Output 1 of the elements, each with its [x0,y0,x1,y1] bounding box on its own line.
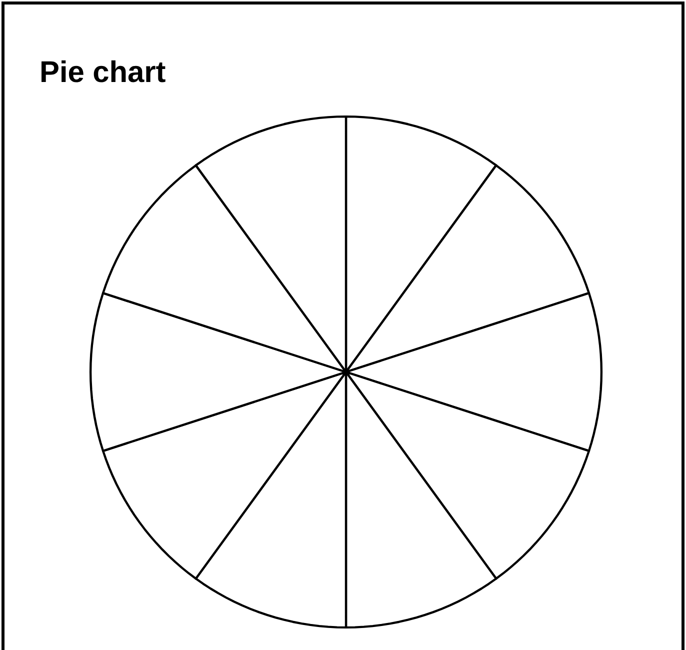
chart-title: Pie chart [42,60,166,82]
